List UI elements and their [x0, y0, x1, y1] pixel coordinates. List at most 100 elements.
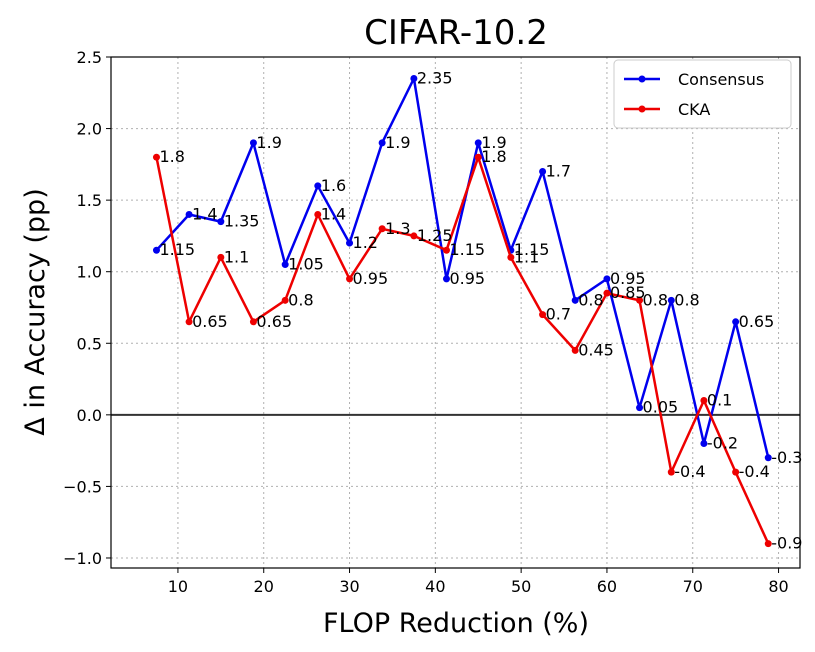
data-label-consensus: 0.95 [449, 269, 485, 288]
point-consensus [732, 318, 740, 326]
data-labels: 1.15 1.4 1.35 1.9 1.05 1.6 1.2 1.9 2.35 0.95 1.9 1.… [159, 68, 802, 552]
data-label-cka: 0.85 [610, 283, 646, 302]
legend-box [613, 59, 792, 129]
point-cka [603, 289, 611, 297]
series-line-cka [155, 155, 770, 545]
data-label-consensus: 1.9 [481, 133, 506, 152]
data-label-consensus: -0.3 [771, 448, 802, 467]
data-label-cka: 1.4 [321, 204, 346, 223]
data-label-consensus: 1.7 [546, 162, 571, 181]
point-cka [346, 275, 354, 283]
grid [111, 56, 800, 568]
data-label-consensus: 1.15 [159, 240, 195, 259]
data-label-consensus: 1.4 [192, 204, 217, 223]
point-cka [539, 311, 547, 319]
point-consensus [378, 139, 386, 147]
point-cka [185, 318, 193, 326]
chart-title: CIFAR-10.2 [364, 13, 548, 53]
data-label-cka: 1.1 [224, 247, 249, 266]
y-tick-label: −1.0 [63, 549, 102, 568]
x-tick-label: 40 [425, 577, 445, 596]
point-consensus [346, 239, 354, 247]
x-tick-label: 10 [168, 577, 188, 596]
x-tick-label: 50 [511, 577, 531, 596]
point-consensus [700, 439, 708, 447]
data-label-cka: -0.4 [674, 462, 705, 481]
point-consensus [539, 168, 547, 176]
x-tick-label: 60 [597, 577, 617, 596]
legend-label-cka: CKA [678, 100, 710, 119]
point-consensus [764, 454, 772, 462]
point-consensus [281, 261, 289, 269]
data-label-cka: -0.4 [739, 462, 770, 481]
data-label-consensus: 0.8 [674, 290, 699, 309]
data-label-consensus: 1.9 [256, 133, 281, 152]
data-label-consensus: 1.05 [288, 255, 324, 274]
axis-ticks: 10 20 30 40 50 60 70 80 −1.0 −0.5 0.0 0.5 1.0 1.5 2.0 2… [63, 48, 789, 596]
y-tick-label: 2.0 [77, 120, 102, 139]
x-tick-label: 20 [254, 577, 274, 596]
data-label-cka: 1.3 [385, 219, 410, 238]
series-layer [152, 74, 772, 548]
point-cka [410, 232, 418, 240]
point-cka [217, 253, 225, 261]
legend: Consensus CKA [613, 59, 792, 129]
data-label-cka: -0.9 [771, 534, 802, 553]
data-label-consensus: -0.2 [707, 433, 738, 452]
y-tick-label: 1.0 [77, 263, 102, 282]
data-label-cka: 1.8 [159, 147, 184, 166]
data-label-consensus: 0.65 [739, 312, 775, 331]
point-consensus [152, 246, 160, 254]
point-consensus [185, 210, 193, 218]
point-cka [507, 253, 515, 261]
data-label-cka: 0.95 [353, 269, 389, 288]
point-consensus [603, 275, 611, 283]
data-label-cka: 0.45 [578, 340, 614, 359]
x-axis-title: FLOP Reduction (%) [323, 608, 589, 639]
point-consensus [442, 275, 450, 283]
point-consensus [571, 296, 579, 304]
data-label-cka: 1.25 [417, 226, 453, 245]
data-label-cka: 0.65 [192, 312, 228, 331]
data-label-consensus: 0.05 [643, 398, 679, 417]
point-consensus [474, 139, 482, 147]
data-label-consensus: 0.8 [578, 290, 603, 309]
point-consensus [314, 182, 322, 190]
point-cka [700, 397, 708, 405]
point-cka [442, 246, 450, 254]
legend-marker-consensus [638, 75, 646, 83]
point-cka [667, 468, 675, 476]
point-cka [571, 346, 579, 354]
data-label-consensus: 2.35 [417, 68, 453, 87]
point-cka [636, 296, 644, 304]
point-cka [281, 296, 289, 304]
y-tick-label: 2.5 [77, 48, 102, 67]
series-line-consensus [155, 77, 770, 459]
y-tick-label: 0.0 [77, 406, 102, 425]
data-label-consensus: 1.15 [514, 240, 550, 259]
data-label-consensus: 1.9 [385, 133, 410, 152]
point-consensus [667, 296, 675, 304]
y-tick-label: 0.5 [77, 334, 102, 353]
data-label-consensus: 0.95 [610, 269, 646, 288]
legend-label-consensus: Consensus [678, 70, 764, 89]
data-label-cka: 0.8 [643, 290, 668, 309]
y-axis-title: Δ in Accuracy (pp) [20, 188, 51, 435]
x-tick-label: 70 [683, 577, 703, 596]
point-cka [249, 318, 257, 326]
point-cka [732, 468, 740, 476]
point-cka [314, 210, 322, 218]
point-consensus [410, 74, 418, 82]
point-consensus [217, 218, 225, 226]
data-label-cka: 1.15 [449, 240, 485, 259]
point-consensus [636, 404, 644, 412]
y-tick-label: −0.5 [63, 477, 102, 496]
data-label-consensus: 1.6 [321, 176, 346, 195]
data-label-consensus: 1.35 [224, 212, 260, 231]
data-label-consensus: 1.2 [353, 233, 378, 252]
data-label-cka: 1.1 [514, 247, 539, 266]
y-tick-label: 1.5 [77, 191, 102, 210]
point-cka [152, 153, 160, 161]
data-label-cka: 0.1 [707, 391, 732, 410]
